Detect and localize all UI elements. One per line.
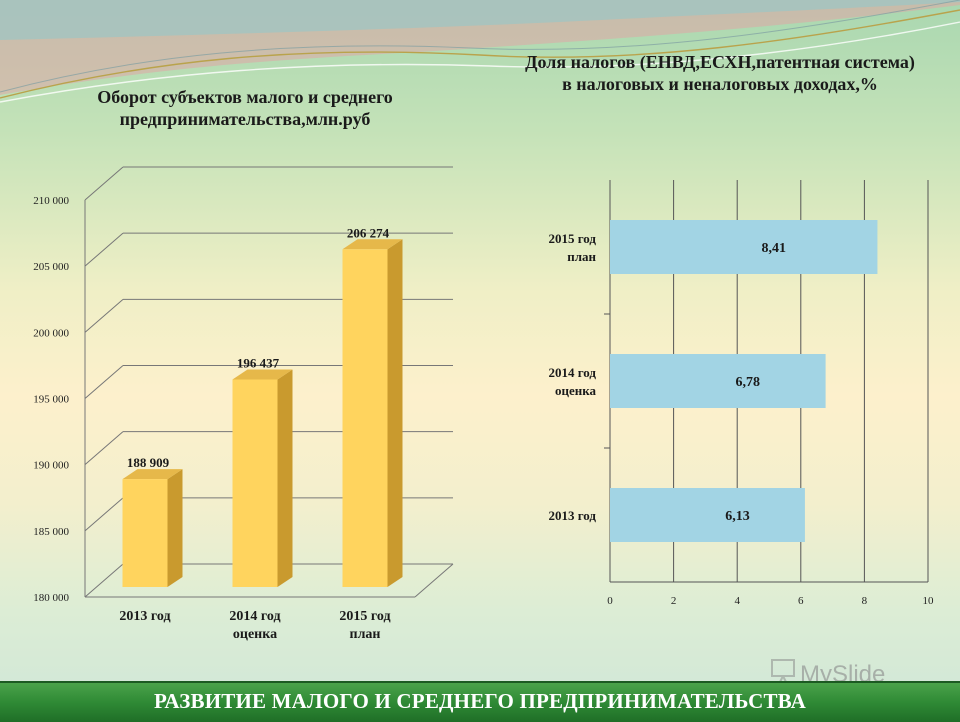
y-tick-label: 200 000 bbox=[33, 327, 69, 339]
bar-top bbox=[342, 239, 403, 250]
gridline-depth bbox=[84, 232, 124, 267]
bar-front bbox=[122, 479, 168, 587]
y-tick-label: 2015 год bbox=[548, 231, 596, 246]
bar-side bbox=[387, 239, 403, 587]
bar bbox=[122, 469, 183, 587]
bar-front bbox=[232, 379, 278, 587]
x-tick-label: оценка bbox=[233, 627, 277, 642]
left-chart-title: Оборот субъектов малого и среднего предп… bbox=[97, 87, 393, 129]
gridline-depth bbox=[84, 431, 124, 466]
bar bbox=[342, 239, 403, 587]
bar bbox=[610, 488, 805, 542]
y-tick-label: 195 000 bbox=[33, 394, 69, 406]
y-tick-label: оценка bbox=[555, 383, 597, 398]
x-tick-label: 2013 год bbox=[119, 609, 170, 624]
bar-front bbox=[342, 249, 388, 587]
y-tick-label: 210 000 bbox=[33, 195, 69, 207]
y-tick-label: 2013 год bbox=[548, 508, 596, 523]
gridline-depth bbox=[84, 166, 124, 201]
y-tick-label: план bbox=[567, 249, 596, 264]
x-tick-label: 4 bbox=[734, 595, 740, 607]
x-tick-label: 6 bbox=[798, 595, 804, 607]
x-tick-label: 2 bbox=[671, 595, 677, 607]
bar bbox=[610, 354, 826, 408]
gridline-depth bbox=[84, 298, 124, 333]
gridline-depth bbox=[84, 365, 124, 399]
gridline-depth bbox=[84, 497, 124, 532]
y-tick-label: 205 000 bbox=[33, 261, 69, 273]
data-label: 6,78 bbox=[736, 375, 761, 390]
data-label: 206 274 bbox=[347, 225, 390, 240]
bar-top bbox=[122, 469, 183, 480]
data-label: 188 909 bbox=[127, 455, 170, 470]
x-tick-label: 2015 год bbox=[339, 609, 390, 624]
y-tick-label: 2014 год bbox=[548, 365, 596, 380]
x-tick-label: 8 bbox=[862, 595, 868, 607]
footer-banner: РАЗВИТИЕ МАЛОГО И СРЕДНЕГО ПРЕДПРИНИМАТЕ… bbox=[0, 681, 960, 722]
y-tick-label: 190 000 bbox=[33, 460, 69, 472]
bar-top bbox=[232, 369, 293, 380]
x-tick-label: план bbox=[350, 627, 381, 642]
right-chart-title: Доля налогов (ЕНВД,ЕСХН,патентная систем… bbox=[525, 52, 915, 94]
x-tick-label: 0 bbox=[607, 595, 613, 607]
data-label: 196 437 bbox=[237, 355, 280, 370]
x-tick-label: 2014 год bbox=[229, 609, 280, 624]
bar-side bbox=[167, 469, 183, 587]
data-label: 6,13 bbox=[725, 509, 750, 524]
floor-right-edge bbox=[414, 563, 454, 598]
bar-side bbox=[277, 369, 293, 587]
y-tick-label: 180 000 bbox=[33, 592, 69, 604]
gridline-depth bbox=[84, 563, 124, 598]
bar bbox=[232, 369, 293, 587]
data-label: 8,41 bbox=[761, 241, 786, 256]
x-tick-label: 10 bbox=[923, 595, 935, 607]
y-tick-label: 185 000 bbox=[33, 526, 69, 538]
bar bbox=[610, 220, 878, 274]
